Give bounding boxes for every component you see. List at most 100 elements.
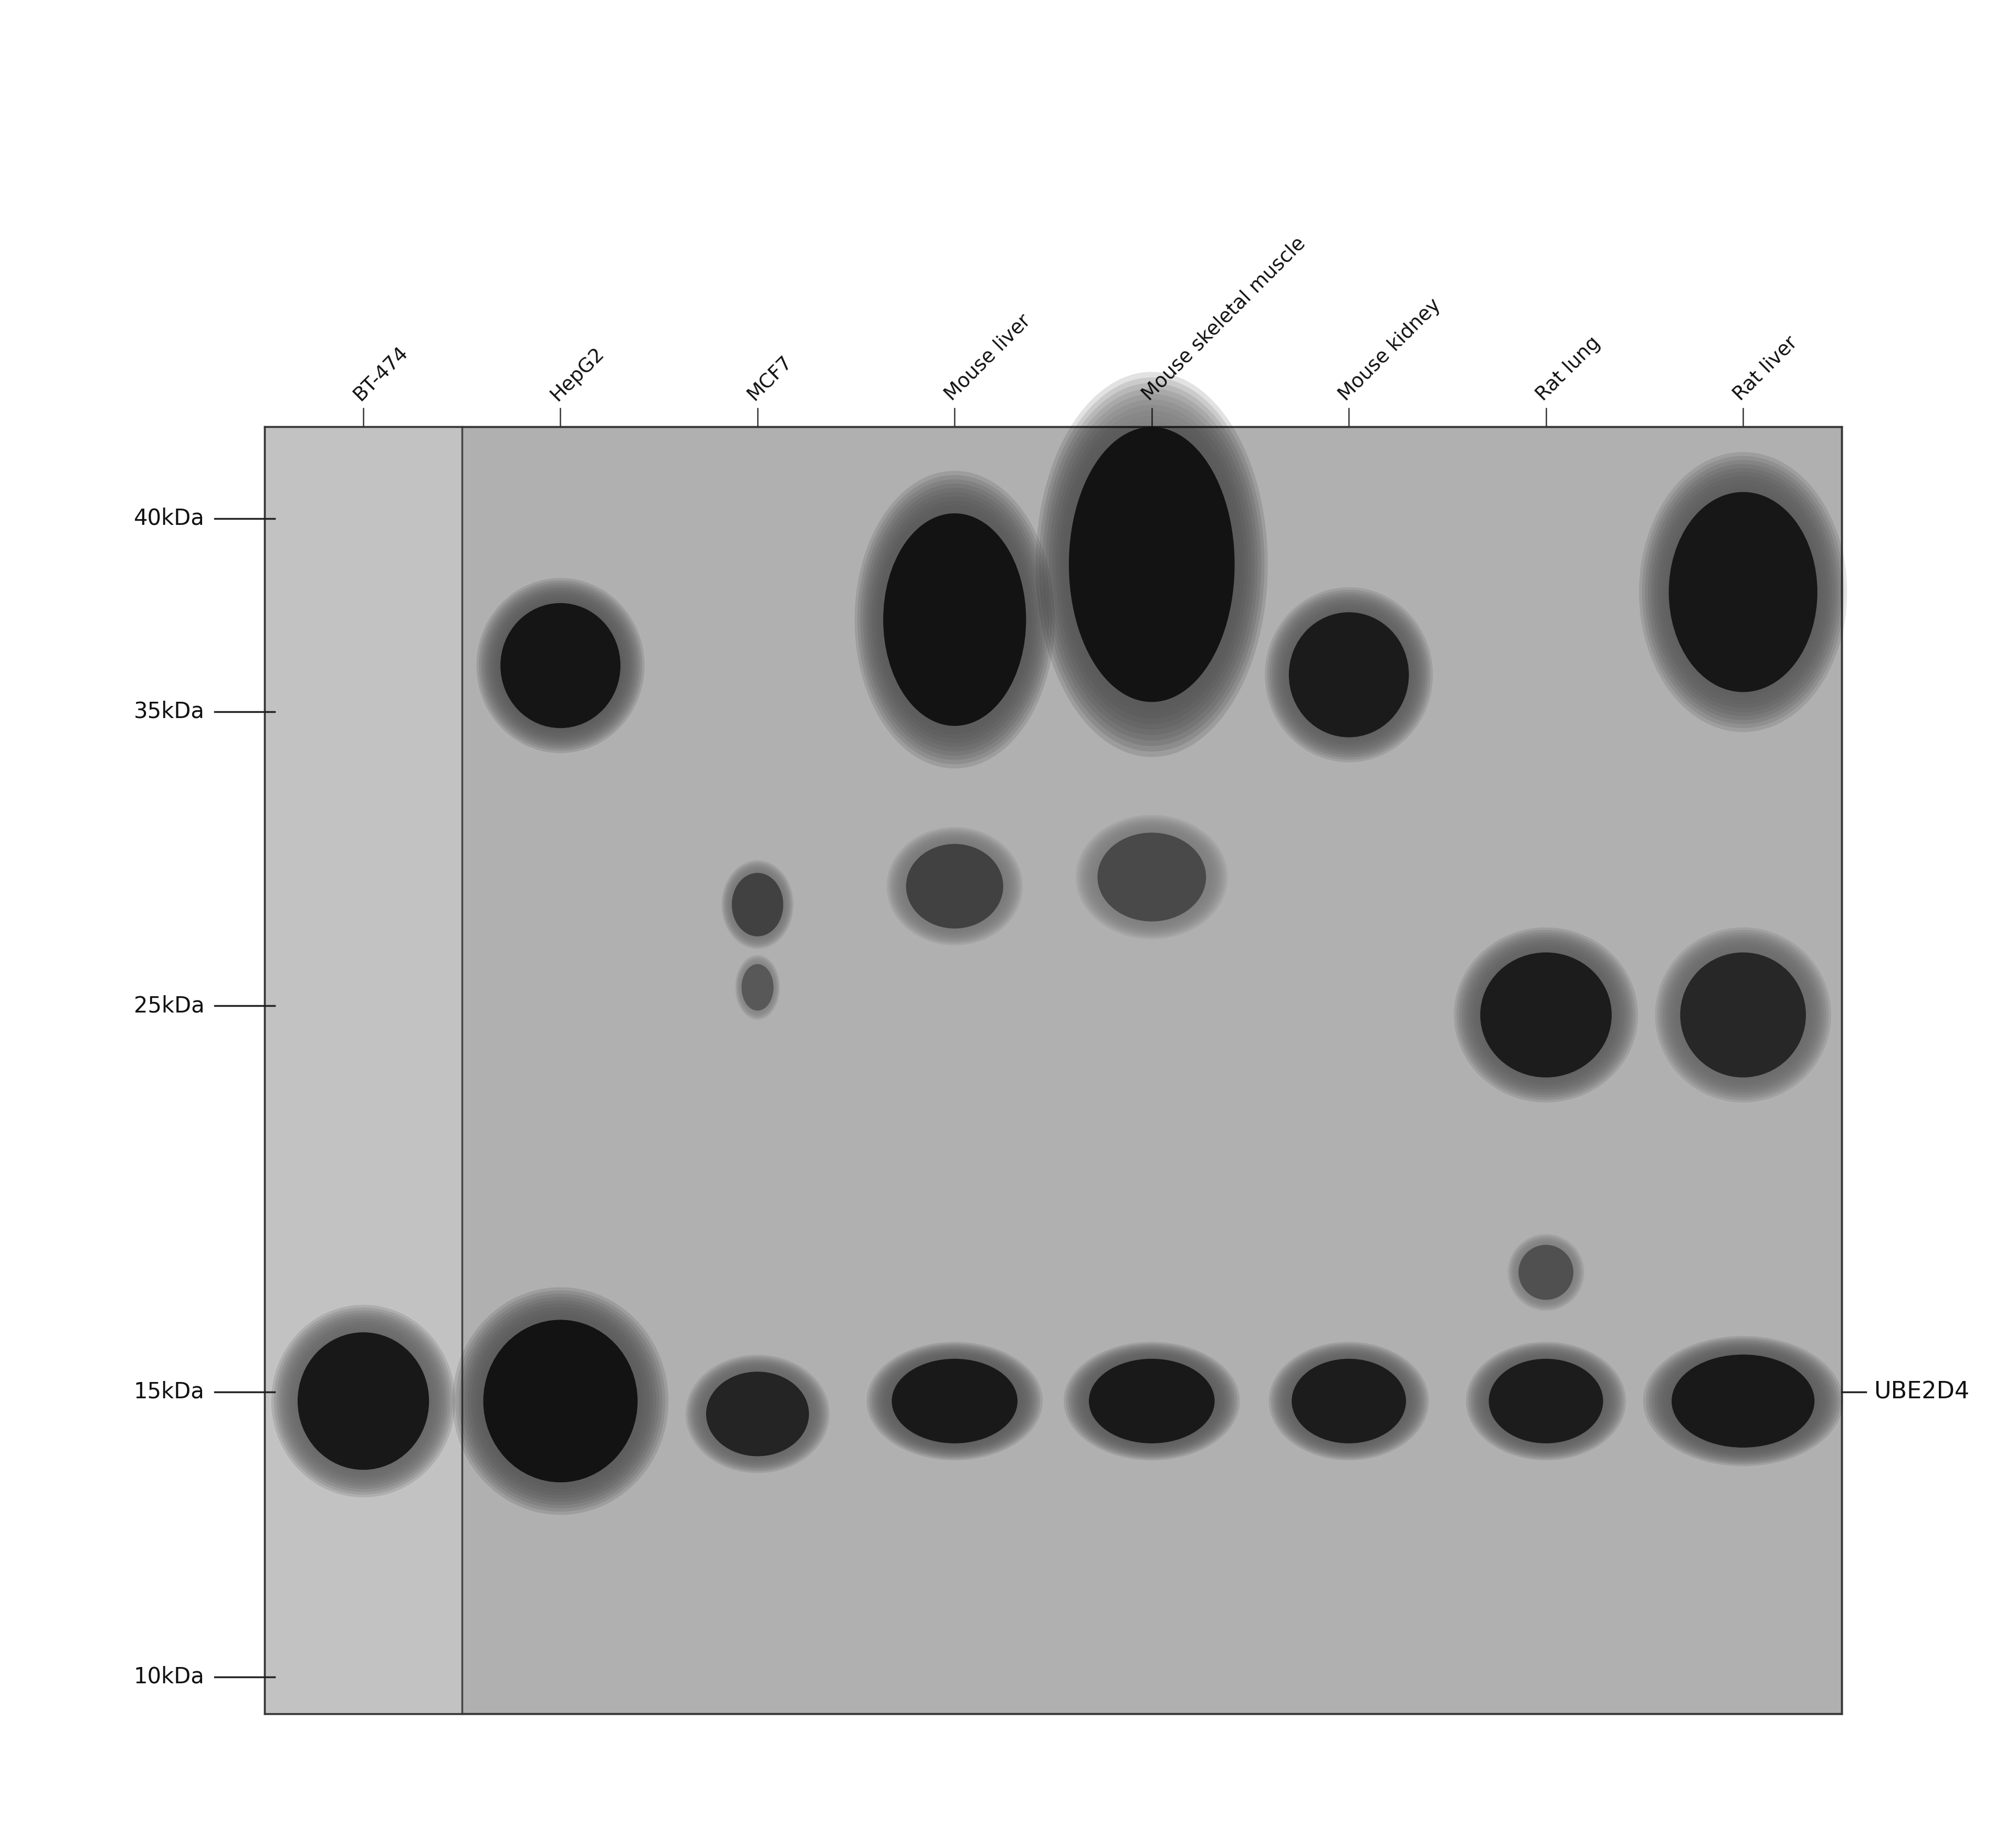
Ellipse shape <box>476 578 645 753</box>
Ellipse shape <box>500 604 621 727</box>
Ellipse shape <box>687 1357 827 1471</box>
Ellipse shape <box>1268 1342 1429 1460</box>
Ellipse shape <box>282 1316 446 1486</box>
Ellipse shape <box>1070 1348 1232 1455</box>
Ellipse shape <box>1089 1359 1214 1444</box>
Ellipse shape <box>1651 1342 1835 1460</box>
Ellipse shape <box>887 827 1022 945</box>
Ellipse shape <box>869 1344 1040 1458</box>
Ellipse shape <box>1508 1233 1585 1311</box>
Ellipse shape <box>1276 600 1421 749</box>
Ellipse shape <box>1643 1337 1843 1466</box>
Ellipse shape <box>1272 594 1425 755</box>
Ellipse shape <box>1292 1359 1405 1444</box>
Ellipse shape <box>867 1342 1042 1460</box>
Ellipse shape <box>1653 473 1833 713</box>
Ellipse shape <box>883 513 1026 725</box>
Ellipse shape <box>1097 833 1206 921</box>
Ellipse shape <box>1046 388 1258 740</box>
Ellipse shape <box>1470 1346 1621 1456</box>
Ellipse shape <box>863 484 1046 755</box>
Ellipse shape <box>869 493 1040 748</box>
Ellipse shape <box>488 591 633 740</box>
Ellipse shape <box>1068 426 1234 701</box>
Ellipse shape <box>274 1307 454 1495</box>
Ellipse shape <box>857 474 1052 764</box>
Ellipse shape <box>1657 1346 1829 1456</box>
Ellipse shape <box>484 585 637 746</box>
Ellipse shape <box>905 844 1004 929</box>
Ellipse shape <box>1518 1244 1572 1300</box>
Ellipse shape <box>879 1349 1030 1451</box>
Ellipse shape <box>685 1355 829 1473</box>
Ellipse shape <box>1647 463 1839 720</box>
FancyBboxPatch shape <box>264 426 1841 1713</box>
Ellipse shape <box>1274 1346 1425 1456</box>
Ellipse shape <box>1641 456 1845 727</box>
Ellipse shape <box>1645 460 1841 724</box>
Ellipse shape <box>1663 934 1824 1095</box>
Ellipse shape <box>1466 1342 1627 1460</box>
Ellipse shape <box>1671 1355 1814 1447</box>
Text: HepG2: HepG2 <box>546 343 609 404</box>
Ellipse shape <box>272 1305 456 1497</box>
Ellipse shape <box>1454 927 1637 1102</box>
Ellipse shape <box>1468 1344 1623 1458</box>
Ellipse shape <box>1064 1342 1240 1460</box>
Ellipse shape <box>1042 382 1262 746</box>
Ellipse shape <box>1075 1349 1230 1453</box>
Ellipse shape <box>694 1362 821 1466</box>
Ellipse shape <box>468 1303 653 1499</box>
Ellipse shape <box>1077 814 1228 940</box>
Ellipse shape <box>1456 930 1635 1100</box>
Ellipse shape <box>1665 938 1820 1093</box>
Ellipse shape <box>298 1333 429 1469</box>
Ellipse shape <box>722 862 792 947</box>
Ellipse shape <box>1488 1359 1603 1444</box>
Ellipse shape <box>284 1318 442 1484</box>
Ellipse shape <box>1669 493 1816 692</box>
Ellipse shape <box>1036 371 1268 757</box>
Ellipse shape <box>1068 1346 1234 1456</box>
Ellipse shape <box>1264 587 1433 762</box>
Ellipse shape <box>1649 1340 1837 1462</box>
Ellipse shape <box>1077 1349 1228 1451</box>
Ellipse shape <box>1278 1349 1419 1453</box>
Ellipse shape <box>691 1361 823 1468</box>
Text: 15kDa: 15kDa <box>133 1381 204 1403</box>
Ellipse shape <box>1657 930 1829 1100</box>
Text: Mouse liver: Mouse liver <box>941 312 1034 404</box>
Ellipse shape <box>855 471 1054 768</box>
Text: Mouse skeletal muscle: Mouse skeletal muscle <box>1139 234 1308 404</box>
Text: 10kDa: 10kDa <box>133 1665 204 1687</box>
Ellipse shape <box>1066 1344 1238 1458</box>
Text: 35kDa: 35kDa <box>133 700 204 722</box>
Ellipse shape <box>1270 593 1427 757</box>
Ellipse shape <box>875 1348 1034 1455</box>
Ellipse shape <box>1048 393 1254 735</box>
Ellipse shape <box>466 1300 655 1503</box>
Ellipse shape <box>1038 377 1264 751</box>
Ellipse shape <box>1079 816 1226 938</box>
Ellipse shape <box>1659 932 1826 1098</box>
Ellipse shape <box>1276 1348 1421 1455</box>
Ellipse shape <box>1476 1349 1617 1453</box>
Ellipse shape <box>1268 589 1431 761</box>
Text: MCF7: MCF7 <box>744 353 796 404</box>
Ellipse shape <box>1462 934 1631 1095</box>
Text: BT-474: BT-474 <box>351 343 411 404</box>
Ellipse shape <box>1474 1348 1619 1455</box>
Text: Rat lung: Rat lung <box>1532 332 1605 404</box>
Ellipse shape <box>689 1359 825 1469</box>
Text: UBE2D4: UBE2D4 <box>1873 1381 1970 1403</box>
Ellipse shape <box>452 1287 669 1516</box>
Ellipse shape <box>1679 953 1806 1078</box>
Text: Rat liver: Rat liver <box>1730 332 1800 404</box>
Ellipse shape <box>276 1311 450 1492</box>
Ellipse shape <box>1460 932 1633 1098</box>
Ellipse shape <box>1288 613 1409 737</box>
Ellipse shape <box>889 829 1020 943</box>
Ellipse shape <box>1639 452 1847 733</box>
Ellipse shape <box>742 964 774 1010</box>
Ellipse shape <box>867 487 1042 751</box>
